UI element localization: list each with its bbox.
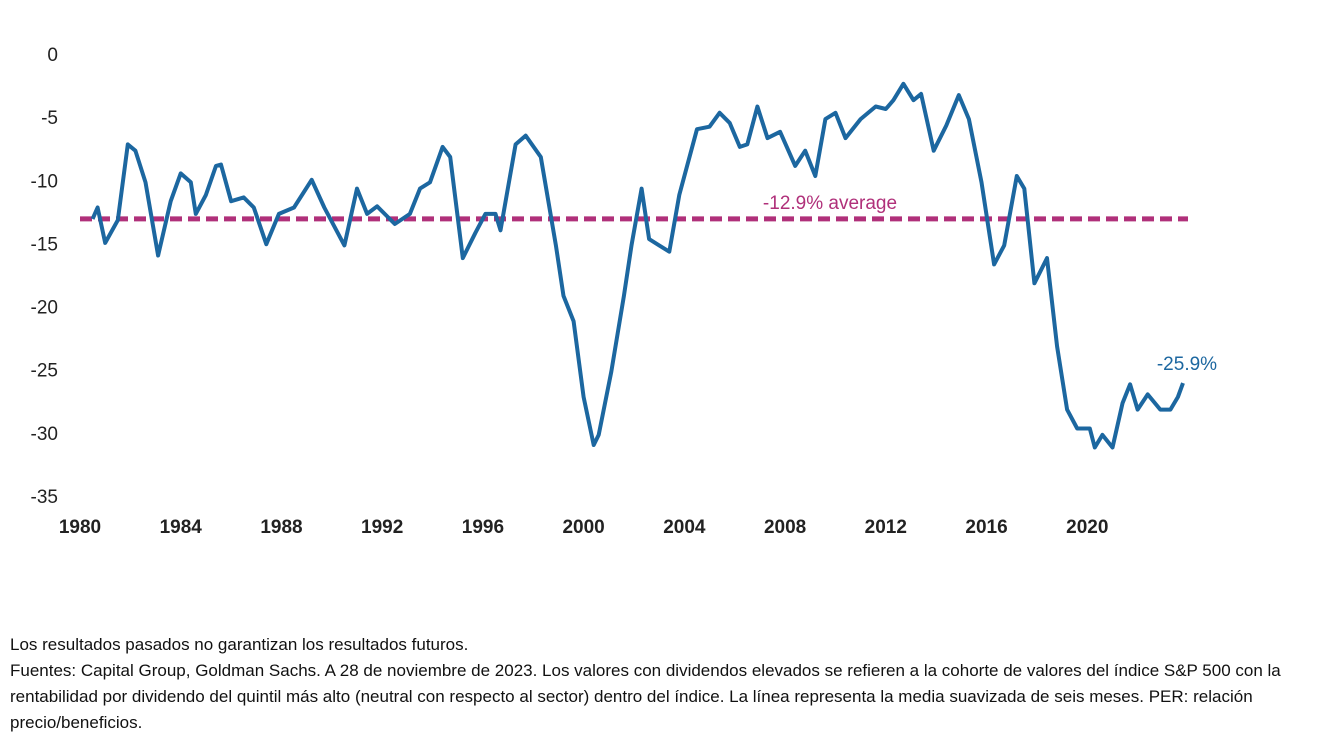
y-tick-label: -15 <box>31 234 58 255</box>
y-tick-label: -20 <box>31 298 58 319</box>
data-label: -25.9% <box>1157 354 1217 375</box>
x-tick-label: 2012 <box>865 517 907 538</box>
y-tick-label: -35 <box>31 487 58 508</box>
series-line <box>90 81 1185 450</box>
footnote-line: Los resultados pasados no garantizan los… <box>10 635 469 654</box>
y-tick-label: -5 <box>41 108 58 129</box>
x-tick-label: 2000 <box>562 517 604 538</box>
x-tick-label: 1980 <box>59 517 101 538</box>
x-tick-label: 2016 <box>965 517 1007 538</box>
footnote-line: Fuentes: Capital Group, Goldman Sachs. A… <box>10 661 1281 732</box>
y-tick-label: 0 <box>47 45 58 66</box>
footnote: Los resultados pasados no garantizan los… <box>10 632 1320 736</box>
x-tick-label: 2008 <box>764 517 806 538</box>
average-label: -12.9% average <box>763 193 897 214</box>
x-tick-label: 1992 <box>361 517 403 538</box>
y-tick-label: -25 <box>31 361 58 382</box>
x-tick-label: 2020 <box>1066 517 1108 538</box>
y-tick-label: -30 <box>31 424 58 445</box>
x-tick-label: 1988 <box>260 517 302 538</box>
x-tick-label: 2004 <box>663 517 706 538</box>
y-tick-label: -10 <box>31 171 58 192</box>
x-tick-label: 1996 <box>462 517 504 538</box>
x-tick-label: 1984 <box>160 517 203 538</box>
